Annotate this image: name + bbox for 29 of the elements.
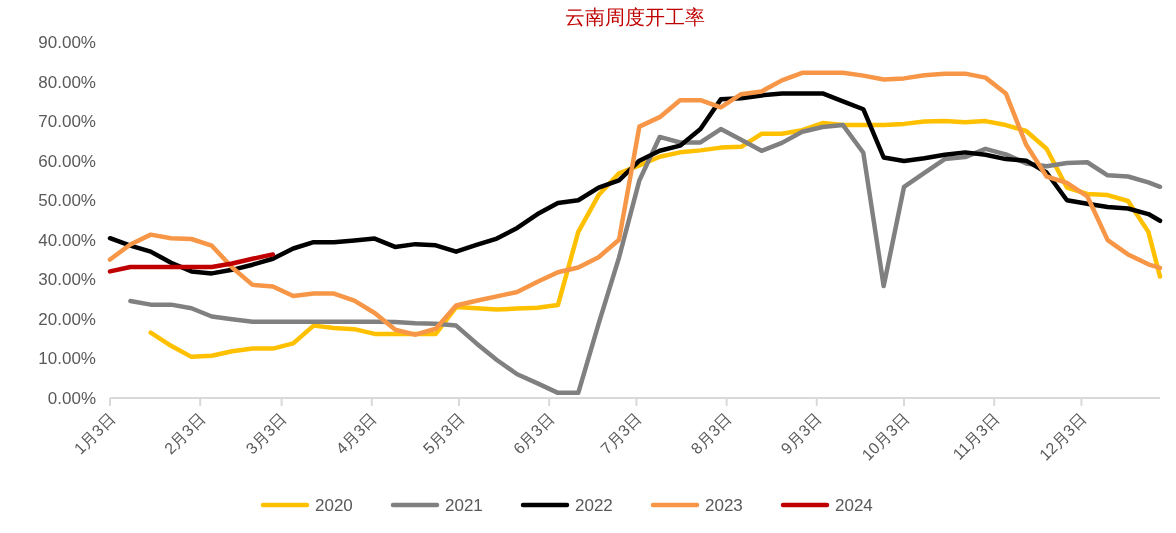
legend-label: 2021 — [445, 496, 483, 515]
x-tick-label: 6月3日 — [510, 410, 558, 458]
y-tick-label: 10.00% — [38, 349, 96, 369]
legend-label: 2024 — [835, 496, 873, 515]
chart-title: 云南周度开工率 — [565, 5, 705, 29]
y-tick-label: 70.00% — [38, 112, 96, 132]
x-tick-label: 9月3日 — [777, 410, 825, 458]
y-tick-label: 60.00% — [38, 151, 96, 171]
y-tick-label: 0.00% — [47, 389, 96, 408]
x-tick-label: 4月3日 — [332, 410, 380, 458]
y-tick-label: 30.00% — [38, 270, 96, 290]
legend-label: 2020 — [315, 496, 353, 515]
y-tick-label: 90.00% — [38, 33, 96, 52]
x-tick-label: 11月3日 — [949, 410, 1003, 463]
x-tick-label: 10月3日 — [858, 410, 913, 464]
y-tick-label: 80.00% — [38, 72, 96, 92]
y-tick-label: 20.00% — [38, 309, 96, 329]
x-tick-label: 7月3日 — [597, 410, 645, 458]
x-tick-label: 1月3日 — [70, 410, 119, 458]
x-tick-label: 5月3日 — [419, 410, 468, 458]
x-tick-label: 2月3日 — [161, 410, 209, 458]
legend-label: 2023 — [705, 496, 743, 515]
line-series — [107, 252, 276, 274]
x-tick-label: 8月3日 — [687, 410, 735, 458]
x-tick-label: 3月3日 — [242, 410, 290, 458]
y-tick-label: 40.00% — [38, 230, 96, 250]
legend-label: 2022 — [575, 496, 613, 515]
y-tick-label: 50.00% — [38, 191, 96, 211]
x-tick-label: 12月3日 — [1036, 410, 1090, 464]
